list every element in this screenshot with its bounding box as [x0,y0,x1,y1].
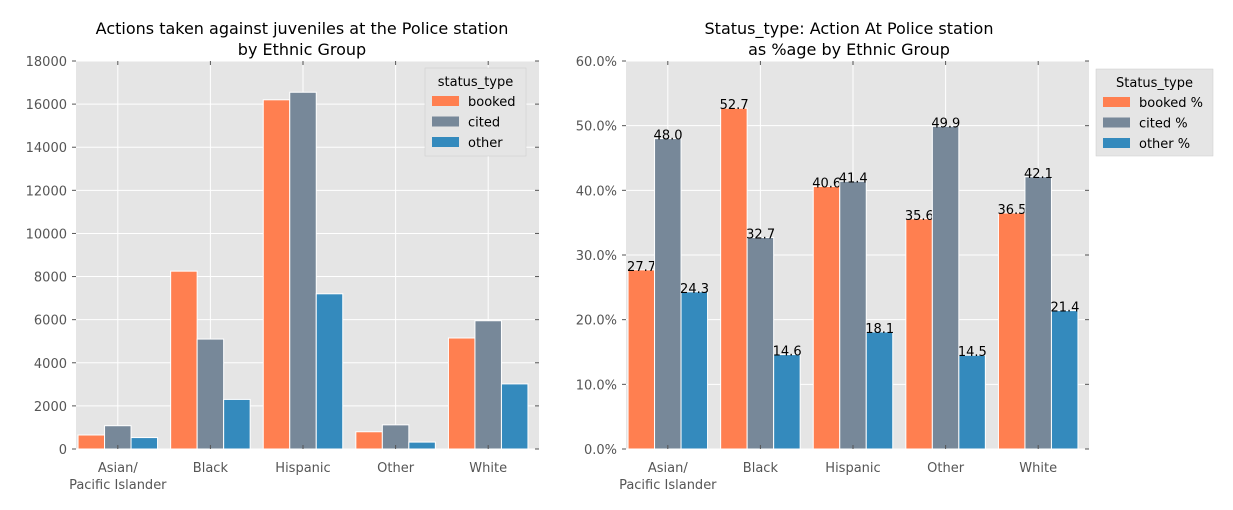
bar-cited-4 [474,320,502,450]
x-tick-label: Pacific Islander [69,478,167,493]
data-label: 49.9 [931,116,960,131]
data-label: 40.6 [812,176,841,191]
bar-booked-1 [720,107,748,450]
legend-swatch [432,96,459,106]
chart-pct: 27.7 52.7 40.6 35.6 36.5 48.0 32.7 41.4 49.9 42.1… [576,19,1214,493]
data-label: 24.3 [680,282,709,297]
bar-booked-0 [627,269,656,450]
bar-booked-4 [447,337,476,450]
bar-cited-4 [1024,176,1052,450]
y-tick-label: 4000 [34,357,67,372]
bar-cited-1 [196,338,225,450]
legend-swatch [432,116,459,127]
legend-label: cited [468,116,500,131]
chart-title: Status_type: Action At Police station [705,19,994,39]
x-tick-label: Hispanic [275,461,330,476]
legend-label: other [468,136,503,151]
legend-label: booked % [1139,96,1203,111]
legend-swatch [1103,138,1130,148]
data-label: 42.1 [1024,167,1053,182]
x-tick-label: Other [927,461,965,476]
y-tick-label: 30.0% [576,249,617,264]
y-tick-label: 0.0% [584,443,617,458]
bar-cited-3 [931,125,960,450]
bar-other-1 [223,398,251,450]
bar-cited-3 [381,424,410,450]
data-label: 21.4 [1050,301,1079,316]
bar-booked-1 [170,270,198,450]
chart-title: Actions taken against juveniles at the P… [96,19,509,38]
y-tick-label: 40.0% [576,184,617,199]
bar-booked-2 [262,99,291,450]
legend-swatch [1103,97,1130,107]
legend-title: Status_type [1116,76,1193,91]
bar-other-4 [1050,310,1079,450]
y-tick-label: 18000 [26,55,67,70]
legend-swatch [1103,117,1130,128]
x-tick-label: Asian/ [98,461,138,476]
chart-title: as %age by Ethnic Group [748,40,950,59]
y-tick-label: 8000 [34,271,67,286]
bar-cited-2 [839,180,867,450]
data-label: 36.5 [997,203,1026,218]
y-tick-label: 10.0% [576,378,617,393]
legend-title: status_type [438,75,514,90]
x-tick-label: White [1019,461,1057,476]
bar-cited-1 [746,237,775,450]
bar-booked-3 [355,431,383,450]
bar-other-3 [408,441,436,450]
x-tick-label: Black [193,461,229,476]
data-label: 27.7 [627,260,656,275]
x-tick-label: White [469,461,507,476]
bar-other-3 [958,354,986,450]
bar-other-4 [500,383,529,450]
x-tick-label: Asian/ [648,461,688,476]
data-label: 14.6 [773,345,802,360]
y-tick-label: 10000 [26,227,67,242]
y-tick-label: 60.0% [576,55,617,70]
y-tick-label: 6000 [34,314,67,329]
bar-booked-4 [997,212,1026,450]
bar-cited-2 [289,91,317,450]
data-label: 52.7 [720,98,749,113]
y-tick-label: 0 [59,443,67,458]
bar-other-2 [865,331,894,450]
bar-other-0 [130,437,159,450]
chart-title: by Ethnic Group [238,40,366,59]
y-tick-label: 16000 [26,98,67,113]
data-label: 48.0 [654,129,683,144]
y-tick-label: 12000 [26,184,67,199]
bar-other-0 [680,291,709,450]
x-tick-label: Other [377,461,415,476]
data-label: 32.7 [746,228,775,243]
y-tick-label: 20.0% [576,314,617,329]
y-tick-label: 50.0% [576,120,617,135]
x-tick-label: Black [743,461,779,476]
legend-label: booked [468,95,515,110]
data-label: 18.1 [865,322,894,337]
x-tick-label: Hispanic [825,461,880,476]
x-tick-label: Pacific Islander [619,478,717,493]
bar-other-2 [315,293,344,450]
bar-booked-0 [77,434,106,450]
data-label: 14.5 [958,345,987,360]
bar-other-1 [773,354,801,450]
y-tick-label: 2000 [34,400,67,415]
bar-booked-3 [905,218,933,450]
chart-count: 0 2000 4000 6000 8000 10000 12000 14000 16000 180… [26,19,539,493]
data-label: 35.6 [905,209,934,224]
bar-cited-0 [654,138,682,450]
data-label: 41.4 [839,171,868,186]
legend-label: other % [1139,137,1190,152]
legend-label: cited % [1139,117,1188,132]
bar-booked-2 [812,185,841,450]
y-tick-label: 14000 [26,141,67,156]
legend-swatch [432,137,459,147]
